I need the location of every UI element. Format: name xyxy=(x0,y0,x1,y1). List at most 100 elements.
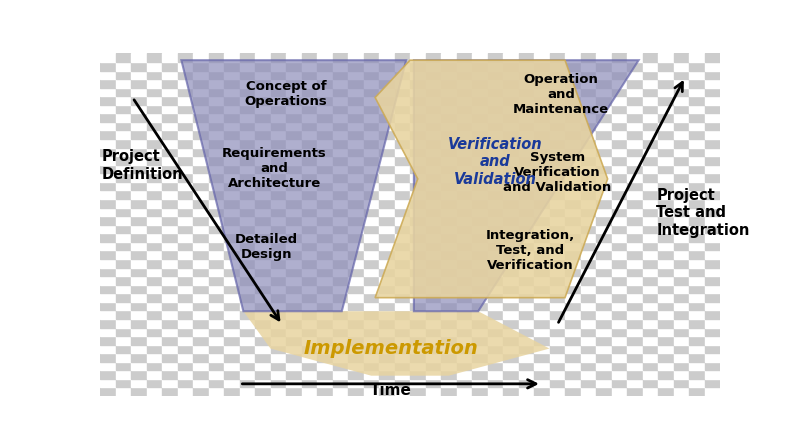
Bar xyxy=(333,173,348,182)
Bar xyxy=(146,105,162,113)
Bar xyxy=(410,328,426,336)
Bar xyxy=(146,251,162,259)
Bar xyxy=(642,379,658,388)
Bar xyxy=(441,336,457,344)
Bar xyxy=(674,336,689,344)
Bar xyxy=(394,130,410,139)
Bar xyxy=(472,182,487,190)
Bar xyxy=(642,302,658,311)
Bar xyxy=(131,344,146,353)
Bar xyxy=(348,139,363,148)
Bar xyxy=(317,88,333,96)
Bar xyxy=(255,173,270,182)
Bar xyxy=(410,62,426,70)
Bar xyxy=(596,379,611,388)
Bar xyxy=(302,311,317,319)
Bar xyxy=(565,242,581,251)
Bar xyxy=(565,336,581,344)
Bar xyxy=(100,328,115,336)
Bar xyxy=(302,285,317,293)
Bar xyxy=(658,182,674,190)
Bar xyxy=(255,233,270,242)
Bar xyxy=(410,311,426,319)
Bar xyxy=(658,130,674,139)
Bar xyxy=(426,199,441,207)
Bar xyxy=(363,311,379,319)
Bar xyxy=(270,362,286,370)
Bar xyxy=(441,242,457,251)
Bar xyxy=(363,362,379,370)
Bar xyxy=(317,259,333,267)
Bar xyxy=(441,148,457,156)
Bar xyxy=(534,379,550,388)
Bar xyxy=(255,70,270,79)
Bar xyxy=(472,370,487,379)
Bar xyxy=(658,276,674,285)
Bar xyxy=(363,259,379,267)
Bar xyxy=(596,88,611,96)
Bar xyxy=(131,362,146,370)
Bar xyxy=(209,259,224,267)
Bar xyxy=(363,96,379,105)
Bar xyxy=(596,199,611,207)
Bar xyxy=(209,88,224,96)
Bar xyxy=(394,379,410,388)
Bar xyxy=(426,70,441,79)
Bar xyxy=(611,311,627,319)
Bar xyxy=(348,344,363,353)
Bar xyxy=(674,70,689,79)
Bar xyxy=(472,251,487,259)
Bar xyxy=(255,122,270,130)
Bar xyxy=(379,122,394,130)
Bar xyxy=(286,311,302,319)
Bar xyxy=(131,130,146,139)
Bar xyxy=(286,122,302,130)
Bar xyxy=(410,285,426,293)
Bar xyxy=(689,370,705,379)
Bar xyxy=(426,267,441,276)
Bar xyxy=(224,344,239,353)
Bar xyxy=(441,105,457,113)
Bar xyxy=(658,251,674,259)
Bar xyxy=(689,139,705,148)
Bar xyxy=(162,319,178,328)
Bar xyxy=(550,122,565,130)
Bar xyxy=(581,388,596,396)
Bar xyxy=(115,88,131,96)
Bar xyxy=(565,233,581,242)
Bar xyxy=(472,207,487,216)
Bar xyxy=(611,173,627,182)
Bar xyxy=(487,302,503,311)
Bar xyxy=(224,199,239,207)
Bar xyxy=(317,139,333,148)
Bar xyxy=(581,379,596,388)
Bar xyxy=(224,285,239,293)
Bar xyxy=(302,130,317,139)
Bar xyxy=(286,328,302,336)
Bar xyxy=(224,62,239,70)
Bar xyxy=(518,88,534,96)
Bar xyxy=(674,88,689,96)
Bar xyxy=(596,207,611,216)
Bar xyxy=(627,233,642,242)
Bar xyxy=(596,344,611,353)
Bar xyxy=(642,328,658,336)
Bar xyxy=(518,344,534,353)
Bar xyxy=(394,148,410,156)
Bar xyxy=(115,302,131,311)
Bar xyxy=(581,362,596,370)
Bar xyxy=(689,336,705,344)
Bar xyxy=(642,173,658,182)
Bar xyxy=(627,53,642,62)
Bar xyxy=(658,79,674,88)
Bar xyxy=(642,293,658,302)
Bar xyxy=(581,293,596,302)
Bar xyxy=(100,79,115,88)
Bar xyxy=(503,328,518,336)
Bar xyxy=(596,259,611,267)
Text: Project
Test and
Integration: Project Test and Integration xyxy=(657,188,750,238)
Bar xyxy=(503,259,518,267)
Bar xyxy=(286,233,302,242)
Bar xyxy=(286,79,302,88)
Bar xyxy=(596,173,611,182)
